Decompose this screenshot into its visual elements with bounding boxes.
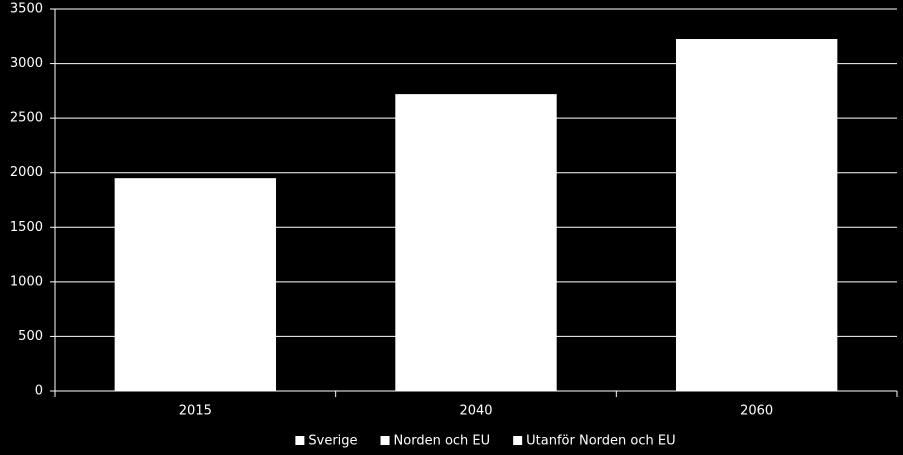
y-tick-label: 2000 — [10, 165, 43, 180]
y-tick-label: 3000 — [10, 56, 43, 71]
bar — [114, 178, 277, 391]
x-tick-label: 2040 — [459, 404, 492, 419]
legend-label: Norden och EU — [394, 434, 491, 449]
y-tick-label: 2500 — [10, 111, 43, 126]
legend-swatch — [513, 436, 523, 445]
y-tick-label: 0 — [35, 384, 43, 399]
legend-label: Utanför Norden och EU — [526, 434, 675, 449]
x-tick-label: 2015 — [179, 404, 212, 419]
y-tick-label: 3500 — [10, 2, 43, 17]
legend-swatch — [295, 436, 305, 445]
x-tick-label: 2060 — [740, 404, 773, 419]
legend-label: Sverige — [308, 434, 357, 449]
legend-swatch — [380, 436, 390, 445]
y-tick-label: 1000 — [10, 274, 43, 289]
y-tick-label: 500 — [18, 329, 43, 344]
bar — [395, 94, 557, 391]
bar — [675, 39, 838, 392]
y-tick-label: 1500 — [10, 220, 43, 235]
